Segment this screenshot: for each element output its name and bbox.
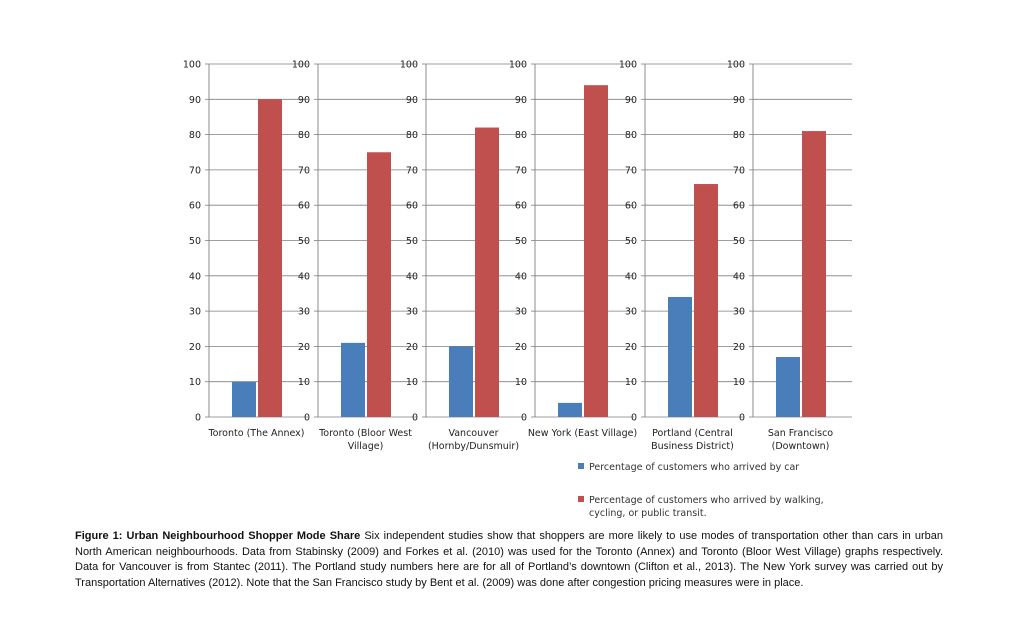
- y-tick-label: 60: [625, 201, 637, 212]
- y-tick-label: 90: [189, 95, 201, 106]
- bar-car: [232, 381, 256, 417]
- legend-label-car: Percentage of customers who arrived by c…: [589, 462, 800, 473]
- y-tick-label: 90: [406, 95, 418, 106]
- y-tick-label: 60: [298, 201, 310, 212]
- y-tick-label: 10: [406, 377, 418, 388]
- y-tick-label: 0: [412, 413, 418, 424]
- y-tick-label: 100: [292, 60, 310, 71]
- y-tick-label: 70: [406, 165, 418, 176]
- y-tick-label: 10: [625, 377, 637, 388]
- y-tick-label: 20: [406, 342, 418, 353]
- y-tick-label: 100: [619, 60, 637, 71]
- y-tick-label: 20: [189, 342, 201, 353]
- y-tick-label: 70: [189, 165, 201, 176]
- category-label: New York (East Village): [528, 428, 637, 439]
- legend-swatch-active: [578, 496, 584, 502]
- y-tick-label: 80: [189, 130, 201, 141]
- category-label: San Francisco: [768, 428, 833, 439]
- y-tick-label: 80: [406, 130, 418, 141]
- category-label: Toronto (Bloor West: [318, 428, 412, 439]
- category-label: (Hornby/Dunsmuir): [428, 441, 519, 452]
- legend-label-active-line2: cycling, or public transit.: [589, 508, 707, 519]
- y-tick-label: 70: [298, 165, 310, 176]
- bar-active: [802, 131, 826, 417]
- y-tick-label: 10: [733, 377, 745, 388]
- y-tick-label: 80: [733, 130, 745, 141]
- y-tick-label: 90: [298, 95, 310, 106]
- y-tick-label: 50: [625, 236, 637, 247]
- y-tick-label: 100: [183, 60, 201, 71]
- bar-active: [367, 152, 391, 417]
- figure-caption: Figure 1: Urban Neighbourhood Shopper Mo…: [75, 529, 943, 591]
- y-tick-label: 80: [625, 130, 637, 141]
- bar-car: [558, 402, 582, 417]
- caption-text: Six independent studies show that shoppe…: [75, 530, 943, 589]
- y-tick-label: 50: [406, 236, 418, 247]
- y-tick-label: 40: [733, 271, 745, 282]
- y-tick-label: 40: [406, 271, 418, 282]
- legend-item-active: Percentage of customers who arrived by w…: [578, 494, 824, 520]
- y-tick-label: 60: [189, 201, 201, 212]
- y-tick-label: 80: [298, 130, 310, 141]
- bar-car: [668, 296, 692, 417]
- y-tick-label: 70: [733, 165, 745, 176]
- category-label: Village): [348, 441, 384, 452]
- y-tick-label: 90: [625, 95, 637, 106]
- y-tick-label: 50: [515, 236, 527, 247]
- bar-active: [258, 99, 282, 418]
- bar-active: [694, 184, 718, 417]
- y-tick-label: 40: [298, 271, 310, 282]
- y-tick-label: 100: [727, 60, 745, 71]
- y-tick-label: 90: [515, 95, 527, 106]
- y-tick-label: 80: [515, 130, 527, 141]
- category-label: Business District): [651, 441, 734, 452]
- legend-swatch-car: [578, 463, 584, 469]
- y-tick-label: 0: [304, 413, 310, 424]
- bar-active: [475, 127, 499, 417]
- y-tick-label: 60: [733, 201, 745, 212]
- y-tick-label: 30: [298, 307, 310, 318]
- y-tick-label: 100: [400, 60, 418, 71]
- y-tick-label: 90: [733, 95, 745, 106]
- y-tick-label: 0: [739, 413, 745, 424]
- y-tick-label: 50: [298, 236, 310, 247]
- bar-car: [449, 346, 473, 417]
- y-tick-label: 20: [515, 342, 527, 353]
- y-tick-label: 30: [406, 307, 418, 318]
- y-tick-label: 50: [189, 236, 201, 247]
- y-tick-label: 40: [515, 271, 527, 282]
- y-tick-label: 70: [625, 165, 637, 176]
- caption-title: Figure 1: Urban Neighbourhood Shopper Mo…: [75, 530, 361, 542]
- y-tick-label: 40: [625, 271, 637, 282]
- y-tick-label: 0: [521, 413, 527, 424]
- bar-car: [776, 356, 800, 417]
- bar-active: [584, 85, 608, 418]
- y-tick-label: 20: [298, 342, 310, 353]
- category-label: Portland (Central: [652, 428, 733, 439]
- y-tick-label: 0: [195, 413, 201, 424]
- y-tick-label: 40: [189, 271, 201, 282]
- bar-car: [341, 342, 365, 417]
- y-tick-label: 60: [406, 201, 418, 212]
- y-tick-label: 50: [733, 236, 745, 247]
- y-tick-label: 20: [625, 342, 637, 353]
- y-tick-label: 30: [515, 307, 527, 318]
- y-tick-label: 100: [509, 60, 527, 71]
- legend-label-active-line1: Percentage of customers who arrived by w…: [589, 495, 824, 506]
- category-label: Vancouver: [448, 428, 498, 439]
- y-tick-label: 10: [189, 377, 201, 388]
- y-tick-label: 20: [733, 342, 745, 353]
- y-tick-label: 60: [515, 201, 527, 212]
- legend-item-car: Percentage of customers who arrived by c…: [578, 461, 799, 474]
- y-tick-label: 30: [733, 307, 745, 318]
- y-tick-label: 10: [298, 377, 310, 388]
- y-tick-label: 0: [631, 413, 637, 424]
- y-tick-label: 30: [189, 307, 201, 318]
- category-label: Toronto (The Annex): [207, 428, 304, 439]
- y-tick-label: 10: [515, 377, 527, 388]
- y-tick-label: 70: [515, 165, 527, 176]
- category-label: (Downtown): [772, 441, 830, 452]
- y-tick-label: 30: [625, 307, 637, 318]
